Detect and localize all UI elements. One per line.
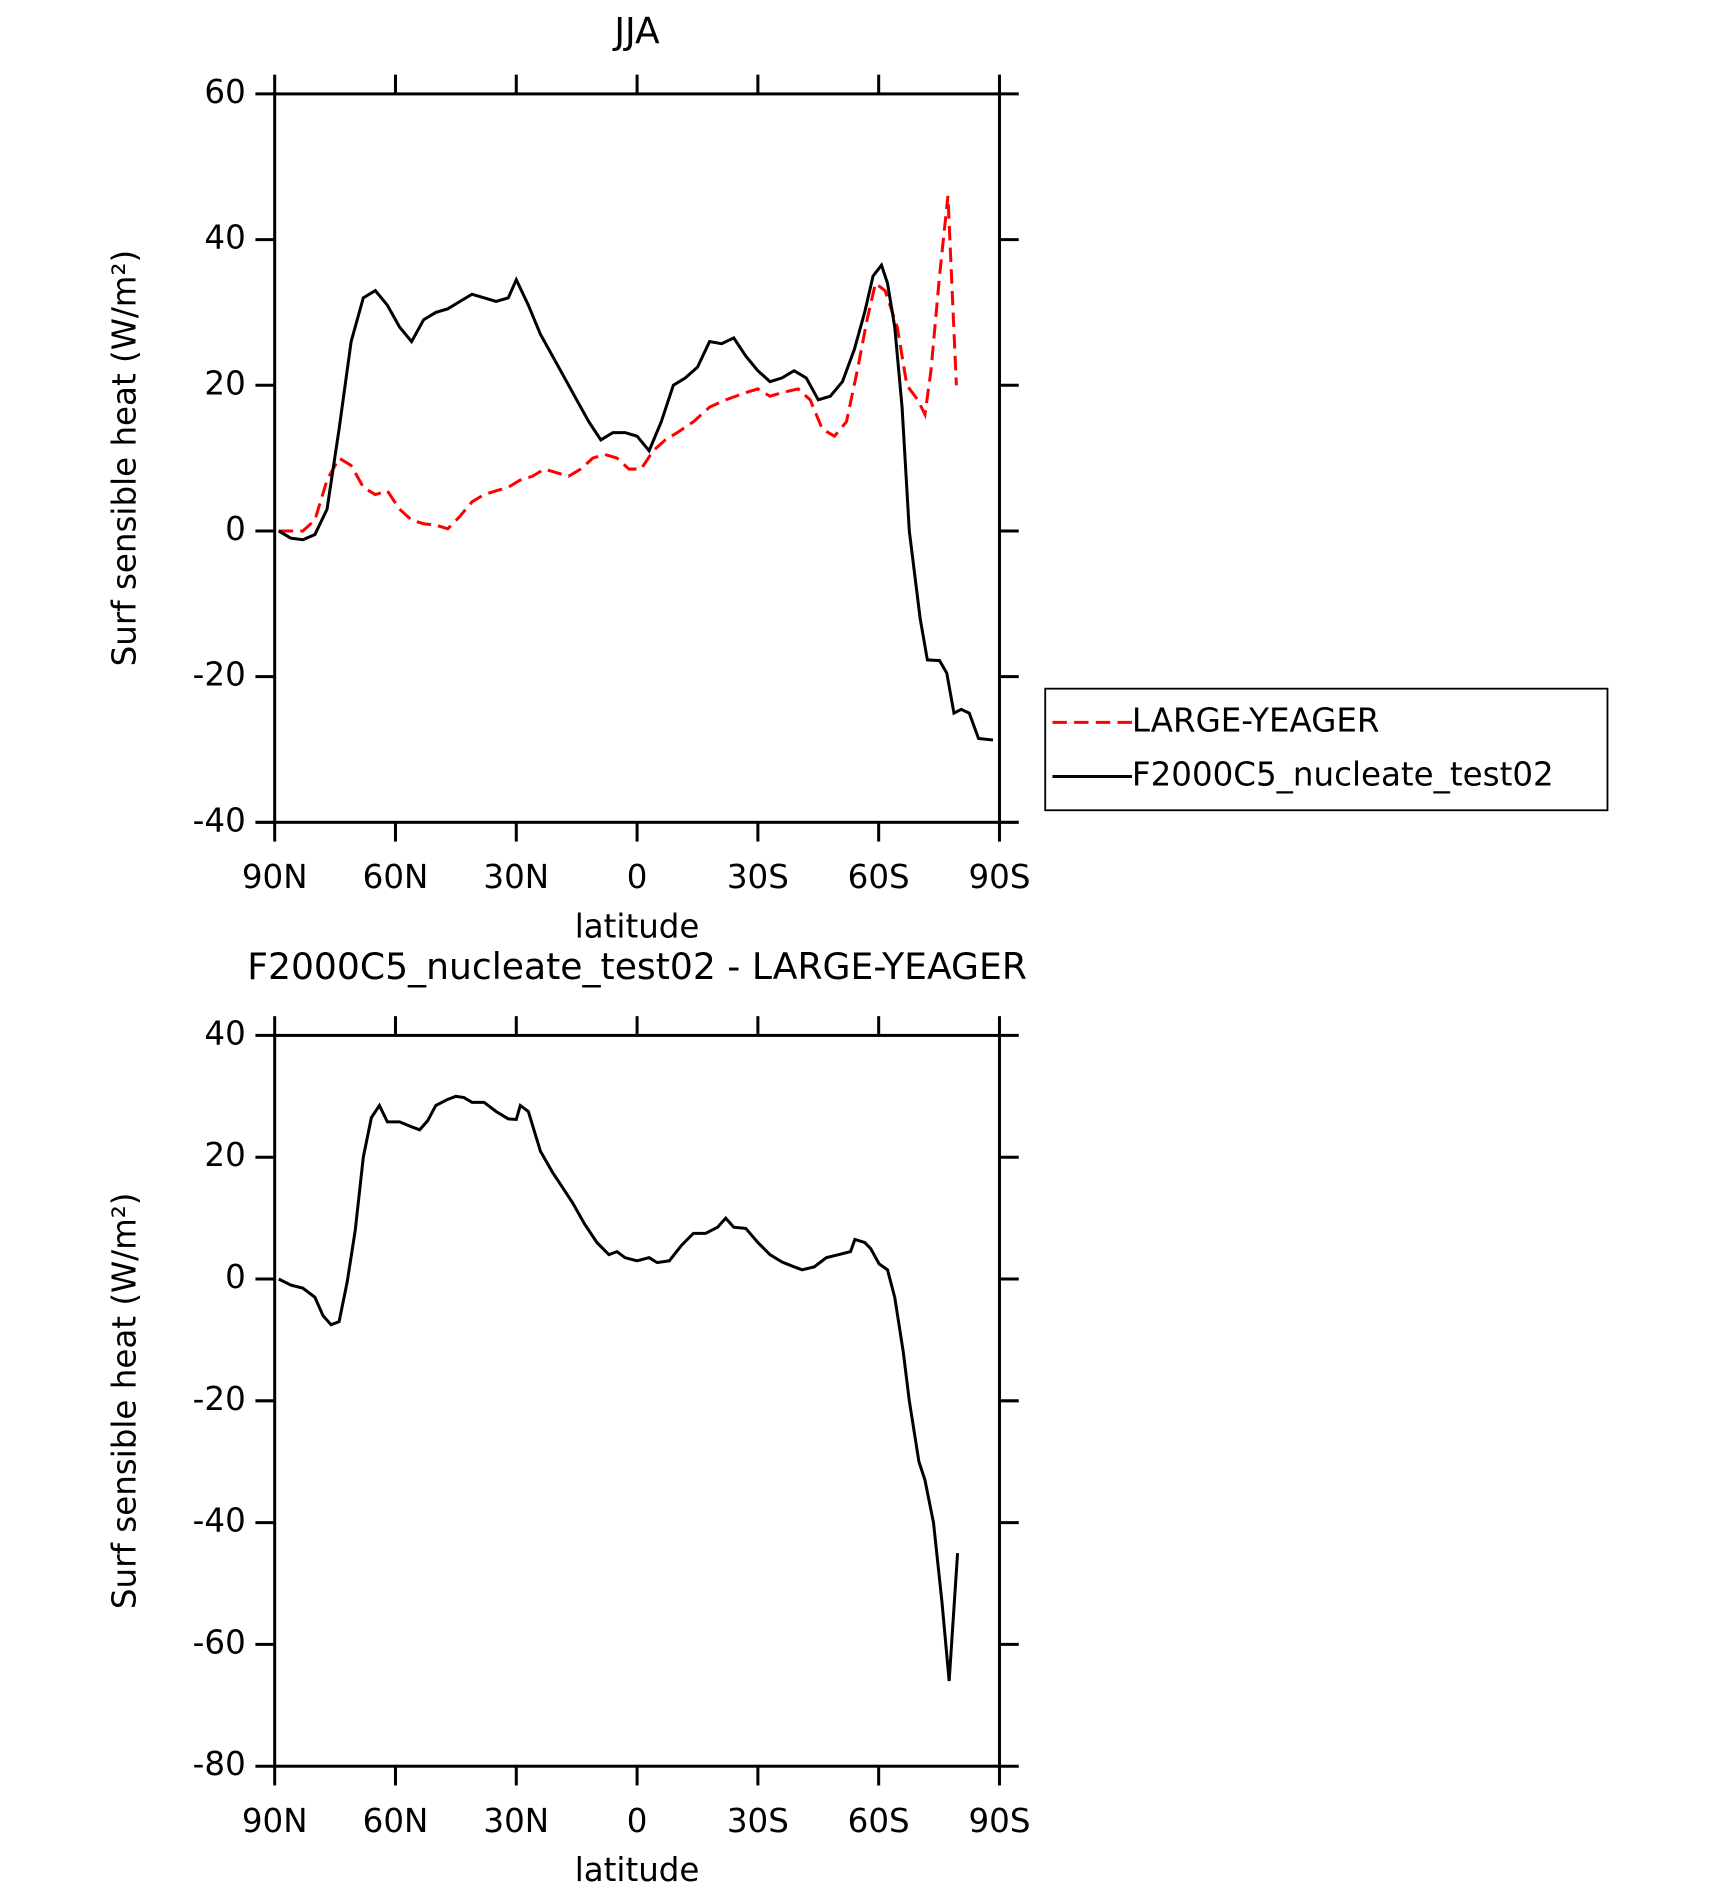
x-tick-label: 30N	[483, 1802, 549, 1840]
x-tick-label: 90N	[242, 1802, 308, 1840]
y-tick-label: -40	[193, 1502, 246, 1540]
y-axis-label: Surf sensible heat (W/m²)	[106, 250, 144, 667]
legend-label: LARGE-YEAGER	[1132, 701, 1380, 739]
x-tick-label: 60S	[848, 858, 910, 896]
x-tick-label: 0	[627, 1802, 648, 1840]
x-tick-label: 60S	[848, 1802, 910, 1840]
y-tick-label: 0	[225, 510, 246, 548]
plot-frame	[273, 92, 1001, 824]
x-tick-label: 90N	[242, 858, 308, 896]
y-tick-label: -80	[193, 1745, 246, 1783]
y-tick-label: -20	[193, 656, 246, 694]
x-tick-label: 60N	[363, 1802, 429, 1840]
x-axis-label: latitude	[575, 907, 700, 945]
y-tick-label: 40	[204, 219, 245, 257]
data-line	[277, 261, 994, 742]
y-axis-label: Surf sensible heat (W/m²)	[106, 1193, 144, 1610]
x-tick-label: 90S	[968, 858, 1030, 896]
chart-title: F2000C5_nucleate_test02 - LARGE-YEAGER	[247, 945, 1027, 988]
y-tick-label: -20	[193, 1380, 246, 1418]
x-tick-label: 30S	[727, 858, 789, 896]
y-tick-label: 40	[204, 1014, 245, 1052]
y-tick-label: 20	[204, 1136, 245, 1174]
x-tick-label: 90S	[968, 1802, 1030, 1840]
y-tick-label: 0	[225, 1258, 246, 1296]
legend-label: F2000C5_nucleate_test02	[1132, 756, 1554, 794]
x-tick-label: 30S	[727, 1802, 789, 1840]
data-line	[278, 195, 958, 533]
chart-title: JJA	[612, 10, 660, 53]
x-tick-label: 60N	[363, 858, 429, 896]
x-tick-label: 0	[627, 858, 648, 896]
y-tick-label: 60	[204, 73, 245, 111]
y-tick-label: -60	[193, 1623, 246, 1661]
y-tick-label: -40	[193, 801, 246, 839]
data-line	[277, 1094, 960, 1682]
y-tick-label: 20	[204, 364, 245, 402]
x-tick-label: 30N	[483, 858, 549, 896]
legend-box	[1044, 687, 1609, 812]
plot-frame	[273, 1033, 1001, 1768]
x-axis-label: latitude	[575, 1851, 700, 1883]
